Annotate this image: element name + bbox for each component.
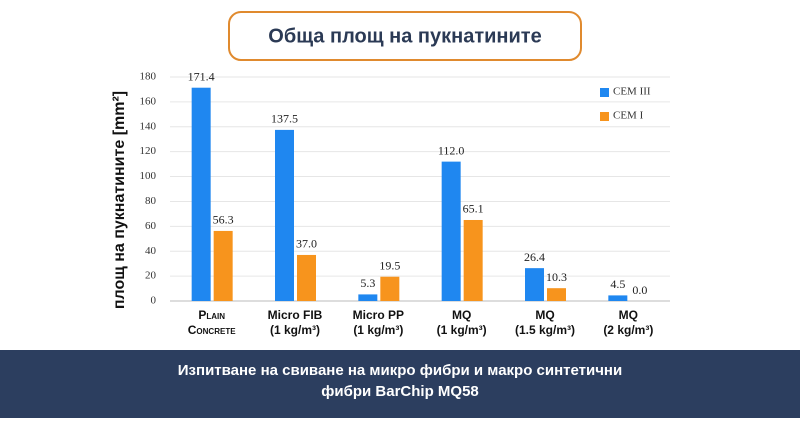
- legend-label: CEM III: [613, 86, 651, 98]
- y-tick-label: 180: [140, 71, 157, 83]
- x-tick-label: (1 kg/m³): [437, 323, 487, 337]
- chart-title: Обща площ на пукнатините: [268, 25, 541, 47]
- y-axis-label: площ на пукнатините [mm²]: [111, 91, 128, 309]
- legend-label: CEM I: [613, 110, 644, 122]
- bar: [191, 87, 211, 301]
- legend-swatch: [600, 112, 609, 121]
- value-label: 10.3: [546, 270, 567, 284]
- x-tick-label: MQ: [452, 308, 471, 322]
- x-tick-label: (2 kg/m³): [603, 323, 653, 337]
- x-tick-label: MQ: [619, 308, 638, 322]
- bar: [441, 161, 461, 301]
- footer-band: [0, 350, 800, 418]
- y-tick-label: 120: [140, 145, 157, 157]
- value-label: 37.0: [296, 237, 317, 251]
- y-tick-label: 100: [140, 170, 157, 182]
- x-tick-label: Micro FIB: [268, 308, 323, 322]
- bar: [525, 268, 544, 301]
- x-tick-label: (1.5 kg/m³): [515, 323, 575, 337]
- value-label: 56.3: [213, 213, 234, 227]
- bar: [275, 129, 294, 301]
- y-tick-label: 60: [145, 220, 157, 232]
- x-tick-label: MQ: [535, 308, 554, 322]
- value-label: 4.5: [610, 277, 625, 291]
- y-tick-label: 40: [145, 245, 157, 257]
- value-label: 0.0: [632, 283, 647, 297]
- bar: [213, 230, 233, 301]
- bar: [547, 288, 566, 301]
- x-tick-label: Plain: [198, 308, 225, 322]
- value-label: 65.1: [463, 202, 484, 216]
- footer-line: фибри BarChip MQ58: [321, 383, 479, 400]
- y-tick-label: 0: [151, 295, 157, 307]
- bar: [297, 254, 316, 301]
- y-tick-label: 80: [145, 195, 157, 207]
- y-tick-label: 160: [140, 95, 157, 107]
- value-label: 19.5: [379, 258, 400, 272]
- x-tick-label: (1 kg/m³): [270, 323, 320, 337]
- legend-swatch: [600, 88, 609, 97]
- value-label: 137.5: [271, 112, 298, 126]
- bar: [358, 294, 378, 301]
- value-label: 26.4: [524, 250, 545, 264]
- value-label: 171.4: [188, 69, 215, 83]
- x-tick-label: Concrete: [188, 323, 236, 337]
- bar: [380, 276, 400, 301]
- value-label: 112.0: [438, 143, 465, 157]
- bar: [463, 219, 483, 301]
- x-tick-label: (1 kg/m³): [353, 323, 403, 337]
- x-tick-label: Micro PP: [353, 308, 404, 322]
- y-tick-label: 20: [145, 270, 157, 282]
- footer-line: Изпитване на свиване на микро фибри и ма…: [178, 362, 622, 379]
- value-label: 5.3: [360, 276, 375, 290]
- y-tick-label: 140: [140, 120, 157, 132]
- title-box: [228, 11, 582, 61]
- bar: [608, 295, 628, 301]
